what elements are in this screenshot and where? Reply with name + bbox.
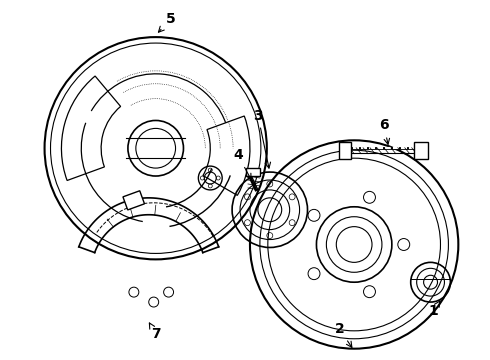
Wedge shape <box>66 118 146 236</box>
Text: 2: 2 <box>334 322 352 347</box>
Bar <box>123 191 145 210</box>
Wedge shape <box>61 76 121 180</box>
Text: 5: 5 <box>158 12 175 32</box>
Text: 7: 7 <box>149 323 161 341</box>
Bar <box>246 168 260 176</box>
Text: 4: 4 <box>233 148 251 179</box>
Text: 1: 1 <box>429 301 440 318</box>
Wedge shape <box>166 168 230 226</box>
Text: 6: 6 <box>379 118 390 144</box>
Text: 3: 3 <box>253 108 270 168</box>
Bar <box>339 142 351 159</box>
Bar <box>414 142 428 159</box>
Wedge shape <box>203 116 250 195</box>
